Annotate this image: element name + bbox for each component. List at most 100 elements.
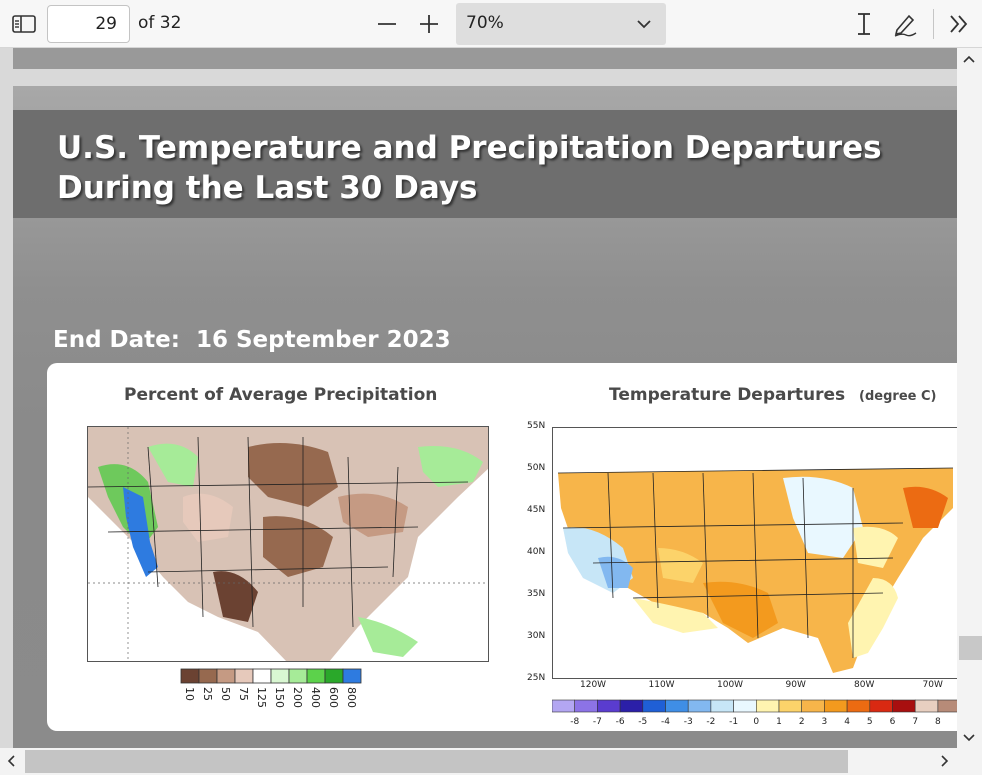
temp-legend-label: -4 <box>661 717 670 727</box>
temp-legend-label: -8 <box>570 717 579 727</box>
temp-lon-label: 120W <box>580 680 607 690</box>
temp-legend: -8 -7 -6 -5 -4 -3 -2 -1 0 1 2 3 4 5 6 7 8 <box>552 699 957 727</box>
title-band: U.S. Temperature and Precipitation Depar… <box>13 110 957 218</box>
slide-title: U.S. Temperature and Precipitation Depar… <box>57 130 882 206</box>
precip-legend: 10 25 50 75 125 150 200 400 600 800 <box>180 668 362 708</box>
temp-legend-label: 3 <box>822 717 828 727</box>
temp-legend-swatch <box>937 699 957 713</box>
precip-legend-label: 600 <box>327 687 340 708</box>
vertical-scrollbar-thumb[interactable] <box>959 636 982 660</box>
zoom-in-icon[interactable] <box>414 10 444 38</box>
temp-lat-labels: 55N 50N 45N 40N 35N 30N 25N <box>527 421 557 683</box>
temp-legend-swatch <box>892 699 916 713</box>
precip-map <box>87 426 489 662</box>
temp-lon-label: 90W <box>785 680 806 690</box>
precip-legend-swatch <box>252 668 272 684</box>
temp-legend-label: -1 <box>729 717 738 727</box>
temp-lat-label: 25N <box>527 673 546 683</box>
previous-page-bottom <box>13 48 957 69</box>
temp-map <box>552 427 957 679</box>
temp-legend-swatch <box>687 699 712 713</box>
sidebar-toggle-icon[interactable] <box>8 10 40 38</box>
temp-legend-swatch <box>824 699 848 713</box>
zoom-out-icon[interactable] <box>372 10 402 38</box>
temp-legend-label: -6 <box>616 717 625 727</box>
precip-legend-label: 200 <box>291 687 304 708</box>
temp-lon-label: 80W <box>854 680 875 690</box>
temp-map-title-text: Temperature Departures <box>609 385 846 405</box>
zoom-value: 70% <box>466 13 504 33</box>
pdf-page: U.S. Temperature and Precipitation Depar… <box>13 86 957 748</box>
temp-lon-label: 110W <box>648 680 675 690</box>
temp-map-title: Temperature Departures (degree C) <box>609 385 936 405</box>
temp-lon-labels: 120W 110W 100W 90W 80W 70W <box>552 680 957 694</box>
precip-legend-swatch <box>216 668 236 684</box>
toolbar: of 32 70% <box>0 0 982 48</box>
temp-legend-swatch <box>733 699 757 713</box>
document-viewport[interactable]: U.S. Temperature and Precipitation Depar… <box>0 48 957 748</box>
horizontal-scrollbar-thumb[interactable] <box>25 750 848 773</box>
temp-lon-label: 70W <box>922 680 943 690</box>
temp-legend-label: 8 <box>935 717 941 727</box>
maps-panel: Percent of Average Precipitation <box>47 363 957 731</box>
precip-legend-swatch <box>306 668 326 684</box>
precip-legend-label: 800 <box>345 687 358 708</box>
vertical-scrollbar[interactable] <box>957 48 982 748</box>
temp-lat-label: 50N <box>527 463 546 473</box>
scroll-up-icon[interactable] <box>962 52 976 68</box>
precip-legend-swatch <box>288 668 308 684</box>
more-tools-icon[interactable] <box>944 10 974 38</box>
temp-legend-swatch <box>801 699 825 713</box>
temp-legend-label: 6 <box>890 717 896 727</box>
temp-lat-label: 55N <box>527 421 546 431</box>
precip-legend-swatch <box>198 668 218 684</box>
toolbar-divider <box>933 9 934 39</box>
precip-legend-swatch <box>270 668 290 684</box>
temp-legend-label: 7 <box>912 717 918 727</box>
precip-legend-swatch <box>342 668 362 684</box>
scroll-left-icon[interactable] <box>6 754 16 772</box>
end-date: End Date: 16 September 2023 <box>53 327 451 353</box>
temp-legend-swatch <box>846 699 871 713</box>
temp-map-subtitle: (degree C) <box>859 389 937 404</box>
temp-lat-label: 30N <box>527 631 546 641</box>
chevron-down-icon <box>636 16 652 36</box>
precip-legend-swatch <box>234 668 254 684</box>
temp-legend-swatch <box>574 699 598 713</box>
precip-legend-swatch <box>180 668 200 684</box>
precip-map-title: Percent of Average Precipitation <box>124 385 438 405</box>
temp-legend-swatch <box>756 699 780 713</box>
temp-legend-label: -2 <box>706 717 715 727</box>
precip-legend-label: 10 <box>183 687 196 701</box>
draw-icon[interactable] <box>890 10 920 38</box>
temp-legend-label: 4 <box>844 717 850 727</box>
zoom-select[interactable]: 70% <box>456 3 666 45</box>
precip-legend-label: 125 <box>255 687 268 708</box>
temp-legend-swatch <box>778 699 803 713</box>
temp-legend-label: 0 <box>753 717 759 727</box>
page-total: of 32 <box>138 13 182 33</box>
precip-legend-label: 50 <box>219 687 232 701</box>
temp-legend-label: -7 <box>593 717 602 727</box>
precip-legend-label: 400 <box>309 687 322 708</box>
temp-legend-swatch <box>619 699 644 713</box>
scroll-down-icon[interactable] <box>962 731 976 747</box>
text-cursor-icon[interactable] <box>850 10 878 38</box>
temp-legend-swatch <box>710 699 734 713</box>
temp-lon-label: 100W <box>717 680 744 690</box>
temp-legend-swatch <box>642 699 666 713</box>
temp-legend-label: -3 <box>684 717 693 727</box>
scroll-right-icon[interactable] <box>940 754 950 772</box>
temp-legend-label: 1 <box>776 717 782 727</box>
precip-legend-label: 75 <box>237 687 250 701</box>
temp-legend-label: 5 <box>867 717 873 727</box>
precip-legend-label: 150 <box>273 687 286 708</box>
temp-lat-label: 45N <box>527 505 546 515</box>
temp-legend-label: -5 <box>638 717 647 727</box>
temp-legend-swatch <box>914 699 939 713</box>
temp-legend-swatch <box>597 699 621 713</box>
temp-legend-swatch <box>869 699 893 713</box>
page-number-input[interactable] <box>47 5 130 43</box>
temp-legend-swatch <box>665 699 689 713</box>
